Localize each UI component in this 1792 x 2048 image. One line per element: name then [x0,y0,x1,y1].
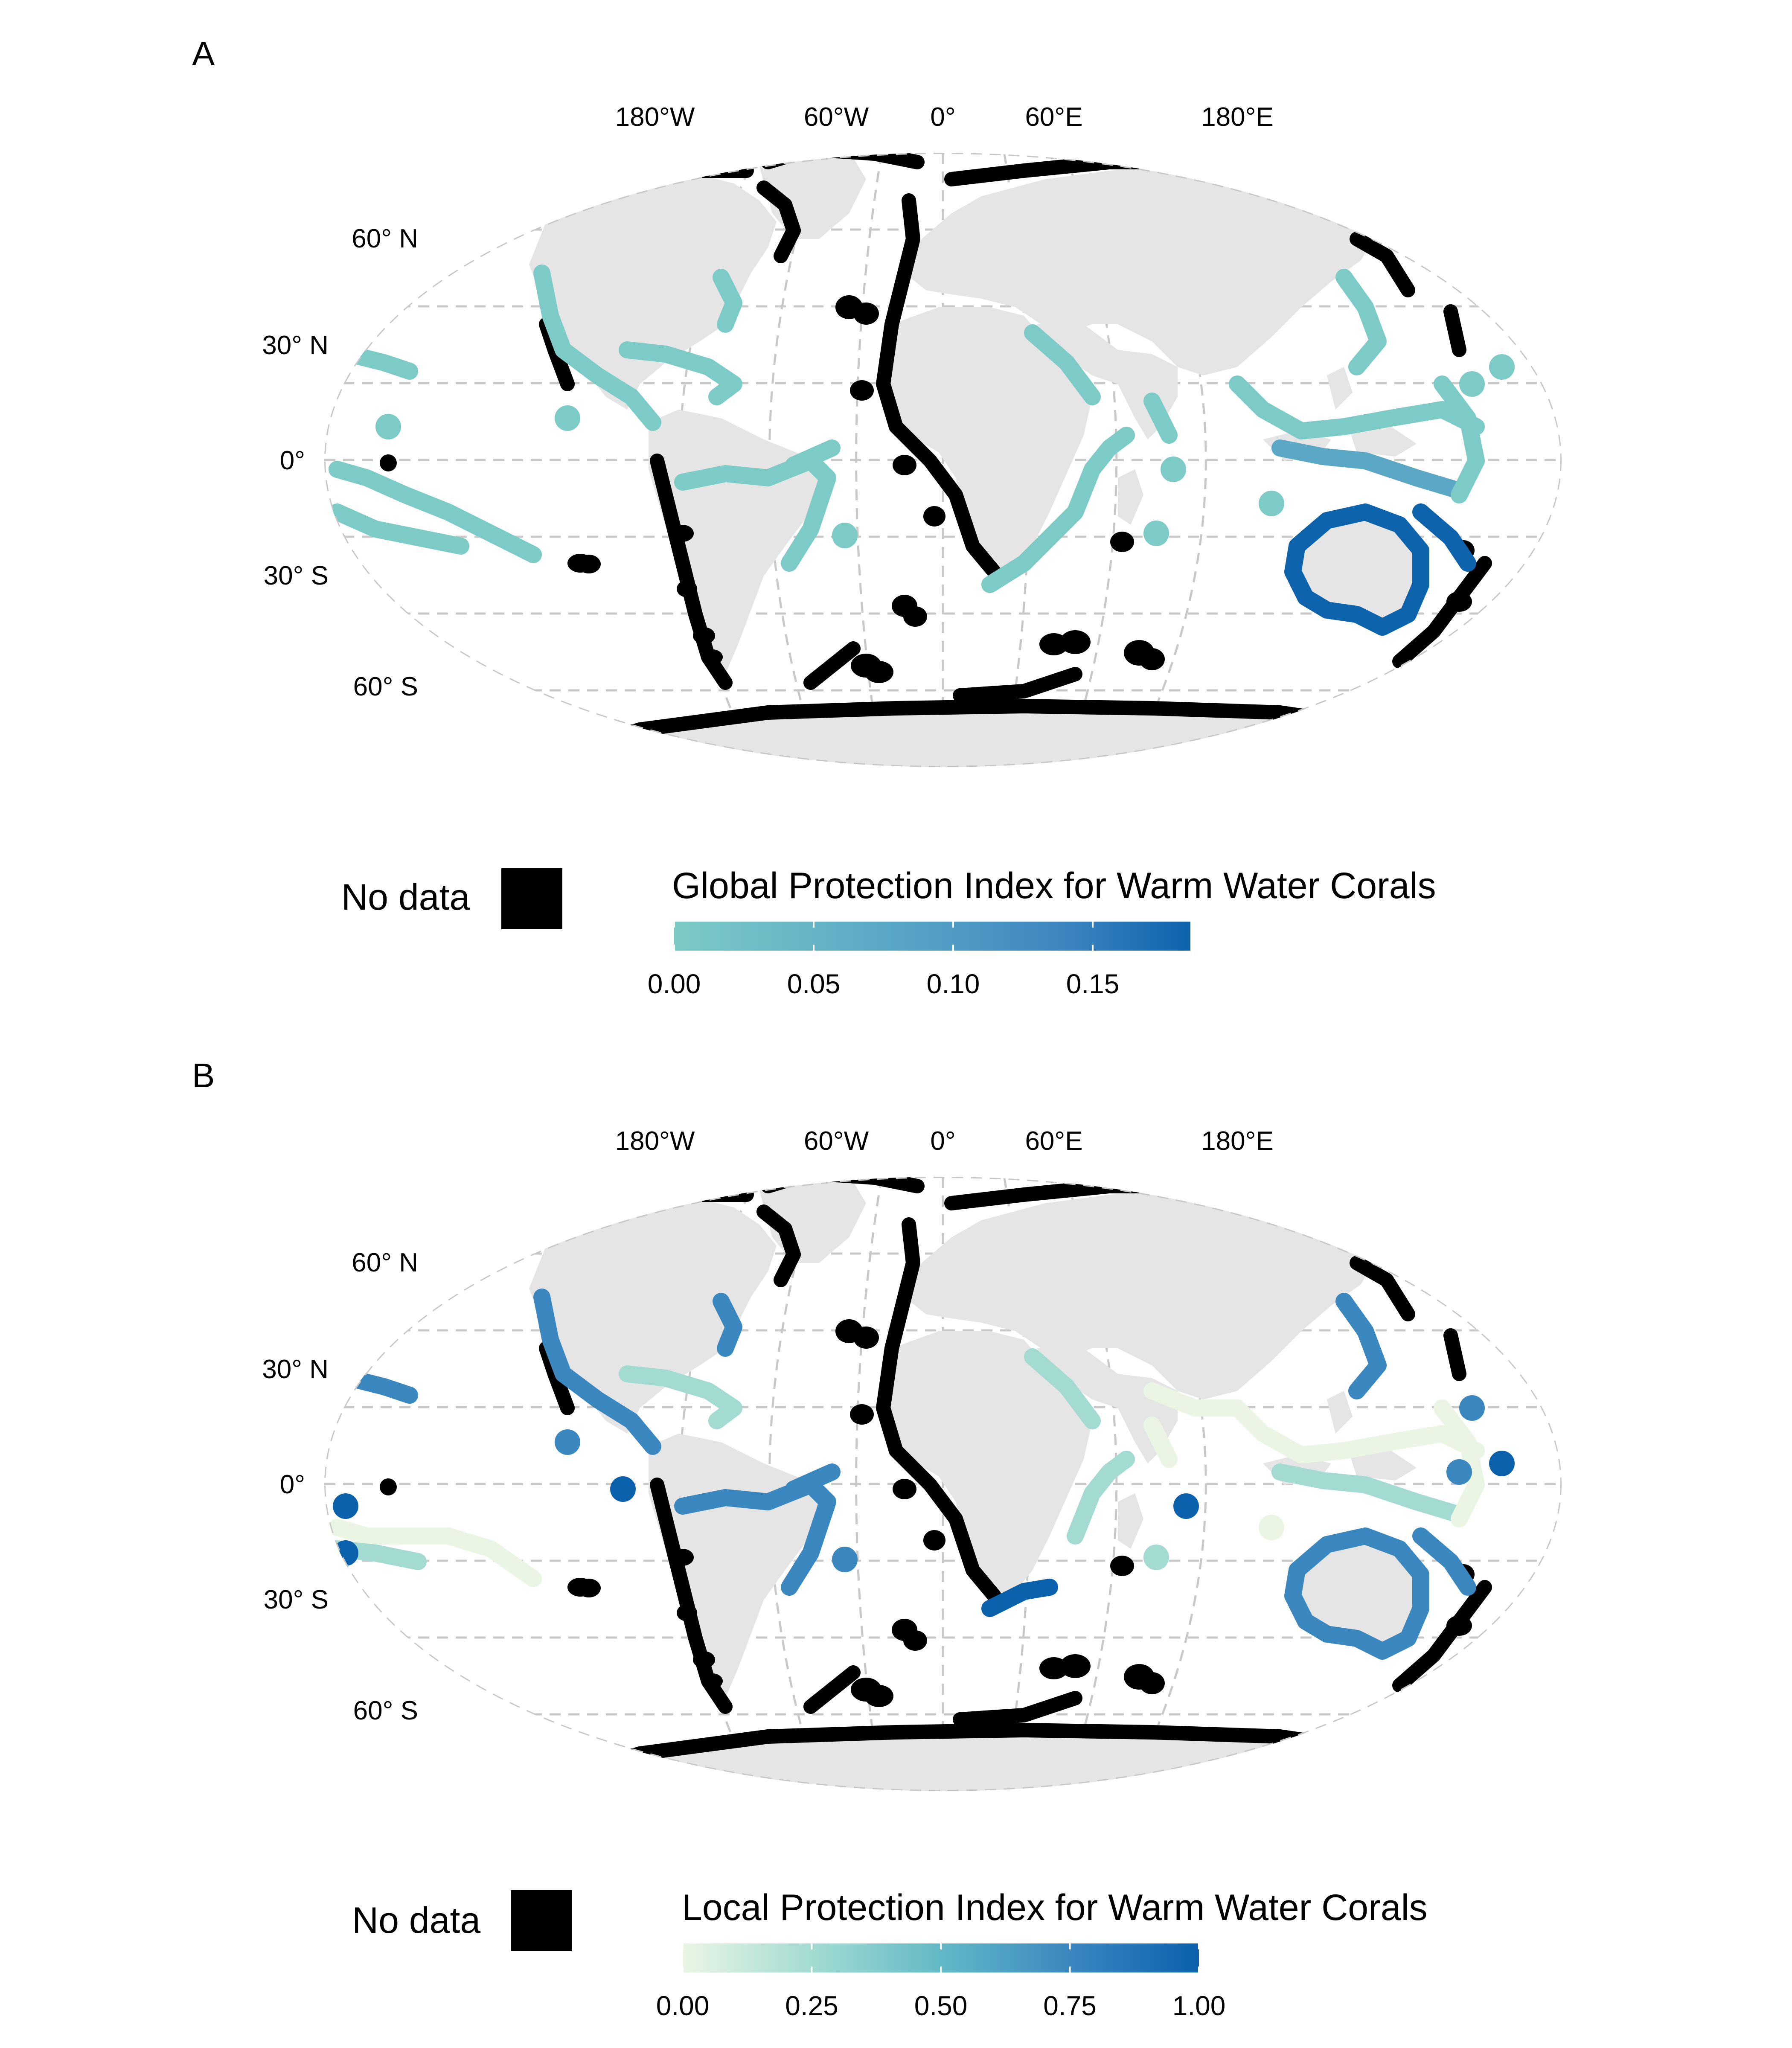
lat-label-60n: 60° N [352,224,418,253]
lat-label-0: 0° [280,1470,305,1499]
lat-label-30s: 30° S [264,561,329,591]
lon-label-180w: 180°W [615,1126,695,1156]
lat-label-30n: 30° N [262,1355,329,1384]
legend-tick-label: 0.10 [927,969,980,999]
legend-title: Local Protection Index for Warm Water Co… [682,1887,1428,1928]
lon-label-180w: 180°W [615,102,695,132]
legend-title: Global Protection Index for Warm Water C… [672,865,1436,906]
panel-b-map: 180°W 60°W 0° 60°E 180°E 60° N 30° N 0° … [262,1126,1562,2021]
lon-label-0: 0° [930,102,955,132]
lat-label-60s: 60° S [353,672,418,701]
lon-label-60w: 60°W [804,1126,869,1156]
panel-b-letter: B [192,1056,215,1094]
lon-label-60w: 60°W [804,102,869,132]
panel-a-map: 180°W 60°W 0° 60°E 180°E 60° N 30° N 0° … [262,102,1562,999]
lat-label-60s: 60° S [353,1696,418,1725]
lat-label-30s: 30° S [264,1585,329,1615]
legend-tick-label: 0.05 [787,969,841,999]
lat-label-30n: 30° N [262,331,329,360]
lon-label-60e: 60°E [1025,102,1082,132]
lon-label-60e: 60°E [1025,1126,1082,1156]
coral-index-points [329,1289,1515,1660]
no-data-label: No data [341,877,470,918]
legend-tick-label: 0.00 [656,1990,710,2021]
legend-tick-label: 0.25 [785,1990,838,2021]
lat-label-0: 0° [280,446,305,475]
lat-label-60n: 60° N [352,1248,418,1277]
legend-tick-label: 1.00 [1172,1990,1226,2021]
legend-tick-label: 0.75 [1043,1990,1097,2021]
legend-colorbar [674,922,1190,951]
no-data-swatch [501,868,562,929]
lon-label-180e: 180°E [1201,1126,1274,1156]
lon-label-0: 0° [930,1126,955,1156]
no-data-swatch [511,1890,572,1951]
legend-tick-label: 0.15 [1066,969,1120,999]
legend-tick-label: 0.00 [648,969,701,999]
no-data-label: No data [352,1900,480,1941]
lon-label-180e: 180°E [1201,102,1274,132]
legend-tick-label: 0.50 [914,1990,968,2021]
legend-ticks: 0.00 0.05 0.10 0.15 [648,922,1120,999]
legend-ticks: 0.00 0.25 0.50 0.75 1.00 [656,1943,1226,2021]
panel-a-letter: A [192,35,215,73]
